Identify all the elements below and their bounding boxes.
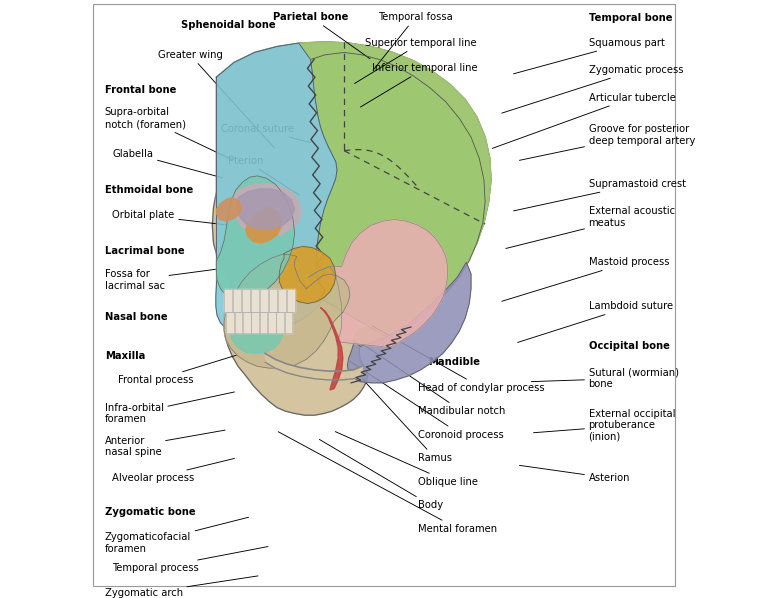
Text: Glabella: Glabella xyxy=(112,148,223,178)
Polygon shape xyxy=(268,312,276,333)
Text: Zygomaticofacial
foramen: Zygomaticofacial foramen xyxy=(104,517,249,554)
Text: Greater wing: Greater wing xyxy=(157,50,274,148)
Polygon shape xyxy=(285,312,293,333)
Text: Nasal bone: Nasal bone xyxy=(104,312,167,322)
Polygon shape xyxy=(286,289,295,312)
Polygon shape xyxy=(217,176,295,300)
Text: Oblique line: Oblique line xyxy=(336,432,478,487)
Polygon shape xyxy=(224,255,350,368)
Text: Ethmoidal bone: Ethmoidal bone xyxy=(104,185,193,195)
Polygon shape xyxy=(217,198,242,221)
Polygon shape xyxy=(251,289,260,312)
Text: Zygomatic arch: Zygomatic arch xyxy=(104,576,258,598)
Text: Fossa for
lacrimal sac: Fossa for lacrimal sac xyxy=(104,269,223,291)
Text: Coronoid process: Coronoid process xyxy=(350,361,504,440)
Polygon shape xyxy=(260,289,268,312)
Polygon shape xyxy=(235,312,243,333)
Text: Zygomatic bone: Zygomatic bone xyxy=(104,507,195,517)
Text: Frontal process: Frontal process xyxy=(118,355,237,385)
Text: Lacrimal bone: Lacrimal bone xyxy=(104,246,184,255)
Polygon shape xyxy=(212,42,491,415)
Text: Head of condylar process: Head of condylar process xyxy=(372,326,545,392)
Polygon shape xyxy=(300,42,491,346)
Polygon shape xyxy=(276,312,284,333)
Polygon shape xyxy=(234,184,300,237)
Text: Supra-orbital
notch (foramen): Supra-orbital notch (foramen) xyxy=(104,108,233,160)
Polygon shape xyxy=(227,312,234,333)
Polygon shape xyxy=(216,43,337,335)
Polygon shape xyxy=(310,53,485,337)
Text: Ramus: Ramus xyxy=(362,379,452,463)
Polygon shape xyxy=(224,289,233,312)
Text: Body: Body xyxy=(319,440,443,510)
Text: Inferior temporal line: Inferior temporal line xyxy=(360,63,478,107)
Text: Coronal suture: Coronal suture xyxy=(220,124,311,143)
Text: External acoustic
meatus: External acoustic meatus xyxy=(506,206,675,248)
Polygon shape xyxy=(309,219,448,347)
Text: Maxilla: Maxilla xyxy=(104,352,145,361)
Polygon shape xyxy=(237,189,295,229)
Polygon shape xyxy=(278,289,286,312)
Text: Squamous part: Squamous part xyxy=(514,38,664,74)
Text: Pterion: Pterion xyxy=(228,155,300,195)
Text: External occipital
protuberance
(inion): External occipital protuberance (inion) xyxy=(534,408,675,442)
Text: Sphenoidal bone: Sphenoidal bone xyxy=(181,20,276,30)
Text: Articular tubercle: Articular tubercle xyxy=(492,93,676,148)
Polygon shape xyxy=(230,300,283,353)
Polygon shape xyxy=(348,263,471,383)
Polygon shape xyxy=(269,289,277,312)
Text: Occipital bone: Occipital bone xyxy=(588,341,670,352)
Text: Supramastoid crest: Supramastoid crest xyxy=(514,179,686,211)
Text: Lambdoid suture: Lambdoid suture xyxy=(518,301,673,343)
Text: Temporal fossa: Temporal fossa xyxy=(373,12,453,70)
Text: Mandible: Mandible xyxy=(428,357,480,367)
Polygon shape xyxy=(233,289,241,312)
Polygon shape xyxy=(246,208,281,243)
Text: Orbital plate: Orbital plate xyxy=(112,210,229,225)
Text: Parietal bone: Parietal bone xyxy=(273,12,370,59)
Text: Infra-orbital
foramen: Infra-orbital foramen xyxy=(104,392,234,424)
Text: Temporal bone: Temporal bone xyxy=(588,13,672,23)
Text: Frontal bone: Frontal bone xyxy=(104,85,176,95)
Text: Zygomatic process: Zygomatic process xyxy=(502,65,683,113)
Polygon shape xyxy=(280,246,336,303)
Polygon shape xyxy=(260,312,267,333)
Text: Mandibular notch: Mandibular notch xyxy=(365,346,505,416)
Text: Mastoid process: Mastoid process xyxy=(502,257,669,301)
Text: Anterior
nasal spine: Anterior nasal spine xyxy=(104,430,225,457)
Polygon shape xyxy=(243,312,251,333)
Text: Sutural (wormian)
bone: Sutural (wormian) bone xyxy=(531,367,679,389)
Text: Temporal process: Temporal process xyxy=(112,547,268,573)
Text: Superior temporal line: Superior temporal line xyxy=(355,38,477,84)
Polygon shape xyxy=(242,289,250,312)
Text: Alveolar process: Alveolar process xyxy=(112,459,234,483)
Text: Groove for posterior
deep temporal artery: Groove for posterior deep temporal arter… xyxy=(519,124,695,160)
Polygon shape xyxy=(251,312,259,333)
Polygon shape xyxy=(320,307,343,390)
Polygon shape xyxy=(234,184,300,237)
Text: Asterion: Asterion xyxy=(519,465,630,483)
Text: Mental foramen: Mental foramen xyxy=(278,432,497,533)
